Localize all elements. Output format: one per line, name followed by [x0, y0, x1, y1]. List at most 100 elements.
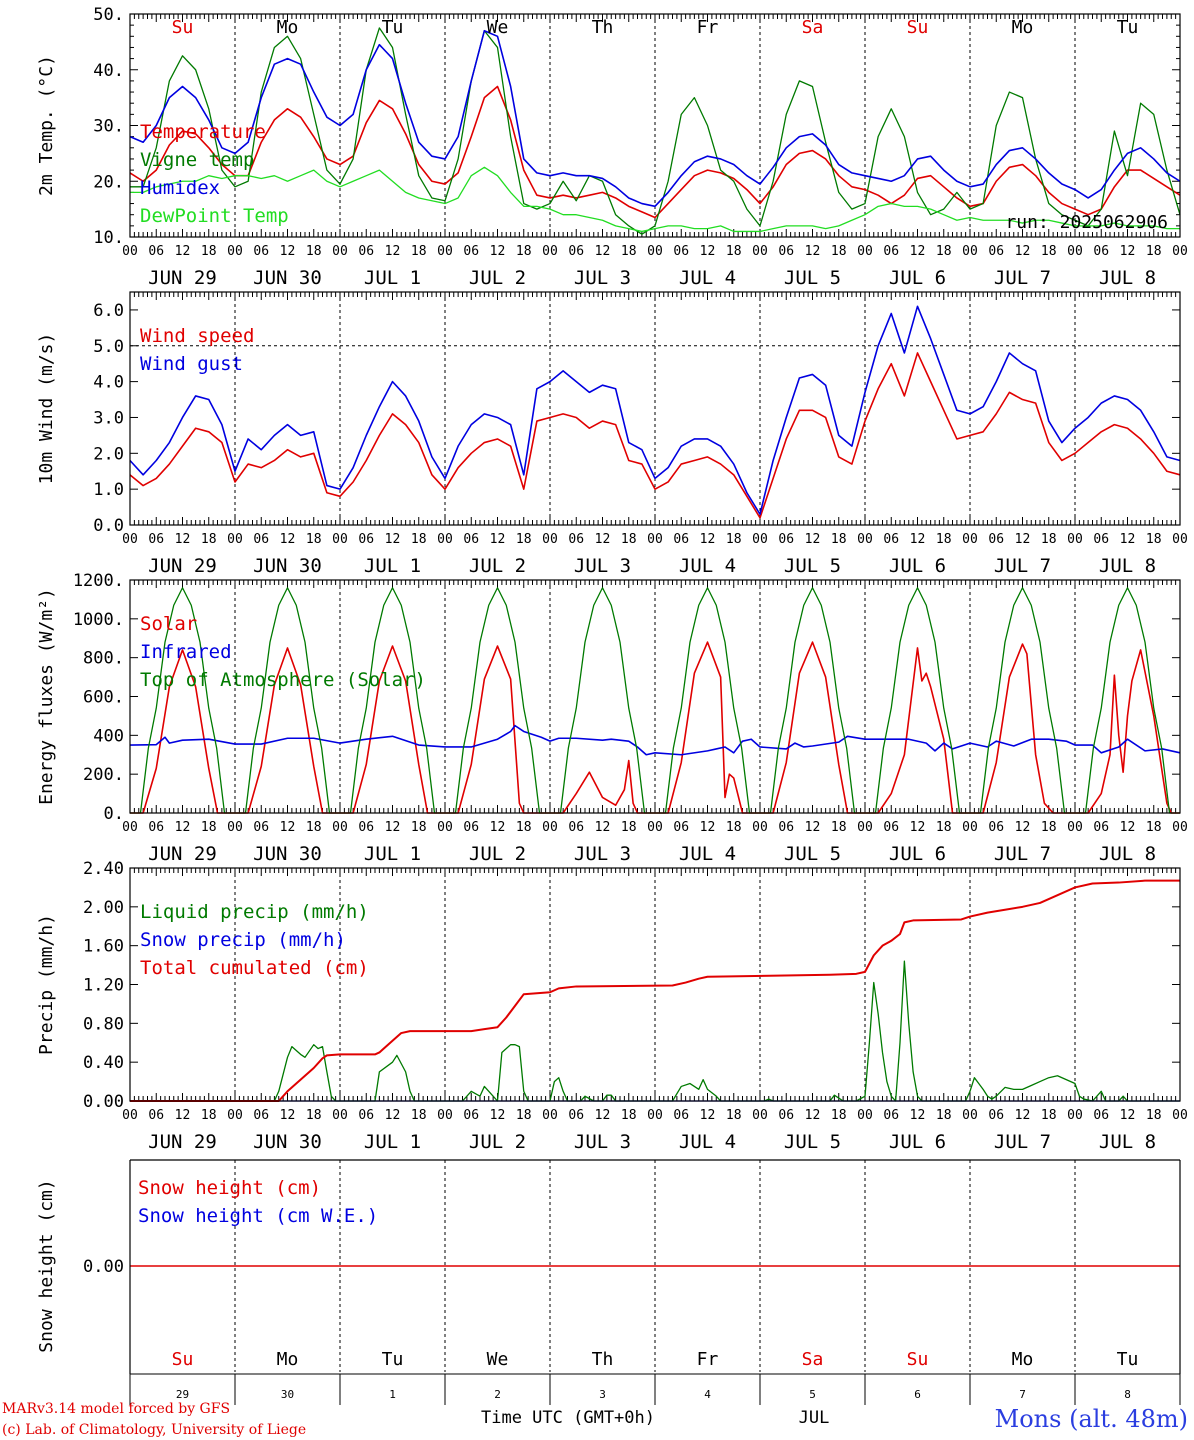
series-line-vigne-temp	[130, 27, 1181, 235]
date-label: JUN 29	[148, 1131, 217, 1153]
hour-tick-label: 06	[673, 244, 689, 259]
hour-tick-label: 00	[857, 244, 873, 259]
hour-tick-label: 12	[595, 1108, 611, 1123]
hour-tick-label: 18	[411, 244, 427, 259]
hour-tick-label: 00	[752, 1108, 768, 1123]
hour-tick-label: 18	[831, 244, 847, 259]
legend-entry: Top of Atmosphere (Solar)	[140, 669, 426, 691]
hour-tick-label: 18	[411, 1108, 427, 1123]
series-line-liquid-precip-mm-h	[130, 960, 1180, 1102]
date-label: JUL 3	[574, 843, 631, 865]
hour-tick-label: 06	[358, 244, 374, 259]
hour-tick-label: 12	[280, 244, 296, 259]
bottom-day-axis: Su 29 Mo 30 Tu 1 We 2 Th 3 Fr 4 Sa 5 Su 6 Mo 7 Tu 8	[129, 1349, 1181, 1405]
hour-tick-label: 06	[778, 244, 794, 259]
y-tick-label: 1.0	[93, 480, 124, 500]
hour-tick-label: 12	[490, 244, 506, 259]
hour-tick-label: 00	[752, 244, 768, 259]
hour-tick-label: 06	[148, 1108, 164, 1123]
hour-tick-label: 00	[332, 820, 348, 835]
date-label: JUN 30	[253, 555, 322, 577]
hour-tick-label: 06	[463, 244, 479, 259]
hour-tick-label: 06	[778, 1108, 794, 1123]
day-number-label: 7	[1019, 1388, 1026, 1401]
hour-tick-label: 12	[1015, 532, 1031, 547]
legend-entry: Snow height (cm W.E.)	[138, 1205, 378, 1227]
credit-line-lab: (c) Lab. of Climatology, University of L…	[2, 1422, 306, 1438]
hour-tick-label: 06	[253, 820, 269, 835]
date-label: JUN 29	[148, 267, 217, 289]
hour-tick-label: 06	[673, 820, 689, 835]
y-tick-label: 0.	[104, 804, 124, 824]
weekday-label: Tu	[382, 1349, 404, 1370]
hour-tick-label: 18	[1146, 820, 1162, 835]
date-label: JUL 1	[364, 1131, 421, 1153]
hour-tick-label: 12	[1120, 532, 1136, 547]
hour-tick-label: 18	[621, 820, 637, 835]
hour-tick-label: 00	[1172, 820, 1188, 835]
series-line-humidex	[129, 29, 1181, 208]
y-tick-label: 40.	[93, 61, 124, 81]
hour-tick-label: 06	[883, 820, 899, 835]
date-label: JUL 8	[1099, 267, 1156, 289]
hour-tick-label: 12	[805, 1108, 821, 1123]
hour-tick-label: 00	[1172, 244, 1188, 259]
hour-tick-label: 18	[306, 1108, 322, 1123]
hour-tick-label: 00	[542, 820, 558, 835]
hour-tick-label: 00	[332, 532, 348, 547]
hour-tick-label: 18	[516, 820, 532, 835]
hour-tick-label: 12	[805, 820, 821, 835]
hour-tick-label: 12	[175, 1108, 191, 1123]
hour-tick-label: 00	[1067, 244, 1083, 259]
hour-tick-label: 00	[1172, 1108, 1188, 1123]
date-label: JUL 5	[784, 267, 841, 289]
hour-tick-label: 12	[910, 820, 926, 835]
date-label: JUL 4	[679, 555, 736, 577]
hour-tick-label: 00	[647, 532, 663, 547]
hour-tick-label: 00	[437, 532, 453, 547]
date-label: JUN 30	[253, 843, 322, 865]
weekday-label: Th	[592, 1349, 614, 1370]
hour-tick-label: 00	[542, 532, 558, 547]
hour-tick-label: 06	[148, 244, 164, 259]
y-tick-label: 0.0	[93, 516, 124, 536]
hour-tick-label: 00	[227, 244, 243, 259]
hour-tick-label: 06	[673, 1108, 689, 1123]
weekday-label: Tu	[1117, 17, 1139, 38]
hour-tick-label: 00	[122, 820, 138, 835]
hour-tick-label: 00	[752, 820, 768, 835]
date-label: JUL 5	[784, 843, 841, 865]
weekday-label: Tu	[382, 17, 404, 38]
legend-entry: Snow precip (mm/h)	[140, 929, 346, 951]
y-tick-label: 20.	[93, 172, 124, 192]
hour-tick-label: 12	[700, 820, 716, 835]
y-tick-label: 3.0	[93, 408, 124, 428]
date-label: JUL 2	[469, 267, 526, 289]
hour-tick-label: 06	[988, 820, 1004, 835]
day-number-label: 3	[599, 1388, 606, 1401]
hour-tick-label: 12	[490, 1108, 506, 1123]
hour-tick-label: 18	[936, 532, 952, 547]
y-tick-label: 10.	[93, 228, 124, 248]
hour-tick-label: 12	[595, 244, 611, 259]
hour-tick-label: 18	[726, 1108, 742, 1123]
y-tick-label: 1.60	[83, 937, 124, 957]
hour-tick-label: 00	[962, 244, 978, 259]
hour-tick-label: 06	[1093, 820, 1109, 835]
hour-tick-label: 18	[831, 820, 847, 835]
hour-tick-label: 18	[411, 820, 427, 835]
date-label: JUL 6	[889, 555, 946, 577]
hour-tick-label: 12	[595, 820, 611, 835]
hour-tick-label: 12	[700, 244, 716, 259]
hour-tick-label: 18	[936, 244, 952, 259]
station-name: Mons (alt. 48m)	[995, 1405, 1188, 1433]
hour-tick-label: 18	[831, 532, 847, 547]
y-axis-label: Precip (mm/h)	[36, 914, 57, 1055]
y-tick-label: 50.	[93, 5, 124, 25]
hour-tick-label: 18	[936, 820, 952, 835]
hour-tick-label: 12	[595, 532, 611, 547]
date-label: JUL 1	[364, 843, 421, 865]
hour-tick-label: 12	[385, 820, 401, 835]
panel-frame	[129, 291, 1181, 526]
hour-tick-label: 12	[1120, 1108, 1136, 1123]
